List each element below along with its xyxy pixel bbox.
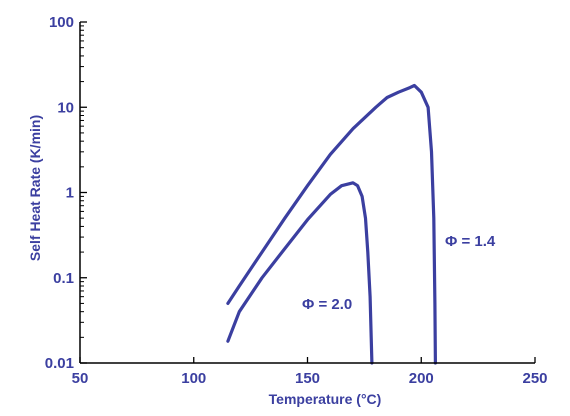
y-tick-label: 10 (57, 99, 74, 116)
x-tick-label: 150 (295, 370, 320, 387)
x-axis-label: Temperature (°C) (269, 391, 382, 407)
y-tick-label: 0.1 (53, 270, 74, 287)
ticks-layer: 50 100 150 200 250 0.01 0.1 1 10 100 (45, 14, 548, 387)
series-line-0 (226, 83, 437, 365)
x-tick-label: 250 (522, 370, 547, 387)
series-label-phi-1-4: Φ = 1.4 (445, 233, 496, 250)
series-label-phi-2-0: Φ = 2.0 (302, 296, 352, 313)
y-axis-label: Self Heat Rate (K/min) (27, 115, 43, 261)
y-tick-label: 1 (66, 185, 74, 202)
y-tick-label: 100 (49, 14, 74, 31)
y-tick-label: 0.01 (45, 355, 74, 372)
x-tick-label: 200 (409, 370, 434, 387)
x-tick-label: 50 (72, 370, 89, 387)
series-layer (226, 83, 437, 365)
x-tick-label: 100 (181, 370, 206, 387)
series-line-1 (226, 181, 374, 365)
